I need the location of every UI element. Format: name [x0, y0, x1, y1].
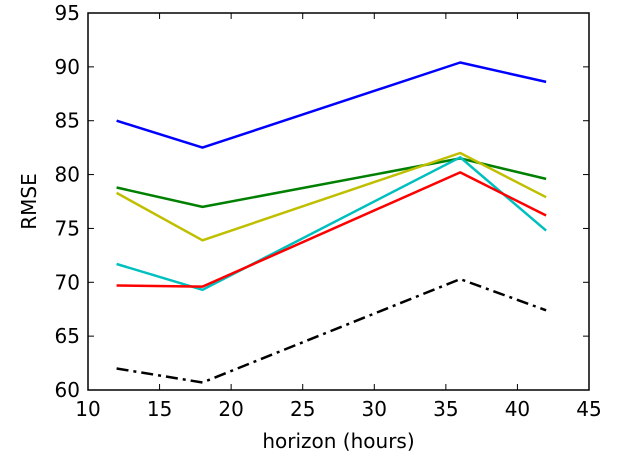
y-tick-label: 75	[55, 216, 80, 240]
x-tick-label: 35	[433, 397, 458, 421]
x-tick-label: 40	[505, 397, 530, 421]
y-tick-label: 60	[55, 378, 80, 402]
y-tick-label: 70	[55, 270, 80, 294]
series-layer	[115, 61, 547, 384]
x-tick-label: 25	[290, 397, 315, 421]
plot-frame	[87, 12, 590, 391]
y-tick-label: 65	[55, 324, 80, 348]
y-tick-label: 85	[55, 109, 80, 133]
x-tick-label: 15	[147, 397, 172, 421]
y-tick-label: 80	[55, 163, 80, 187]
series-line-6	[116, 277, 547, 384]
y-axis-label: RMSE	[17, 173, 41, 229]
series-line-1	[116, 61, 547, 149]
x-axis-label: horizon (hours)	[262, 429, 414, 453]
y-tick-label: 95	[55, 1, 80, 25]
x-tick-label: 10	[75, 397, 100, 421]
x-tick-label: 20	[218, 397, 243, 421]
series-line-2	[116, 157, 547, 209]
x-tick-label: 30	[362, 397, 387, 421]
ticks-layer: 10 15 20 25 30 35 40 45 60 65 70 75 80 85 90 95	[55, 1, 602, 421]
x-tick-label: 45	[576, 397, 601, 421]
series-line-5	[116, 171, 547, 288]
series-line-4	[116, 156, 547, 292]
y-tick-label: 90	[55, 55, 80, 79]
series-line-3	[115, 151, 547, 242]
